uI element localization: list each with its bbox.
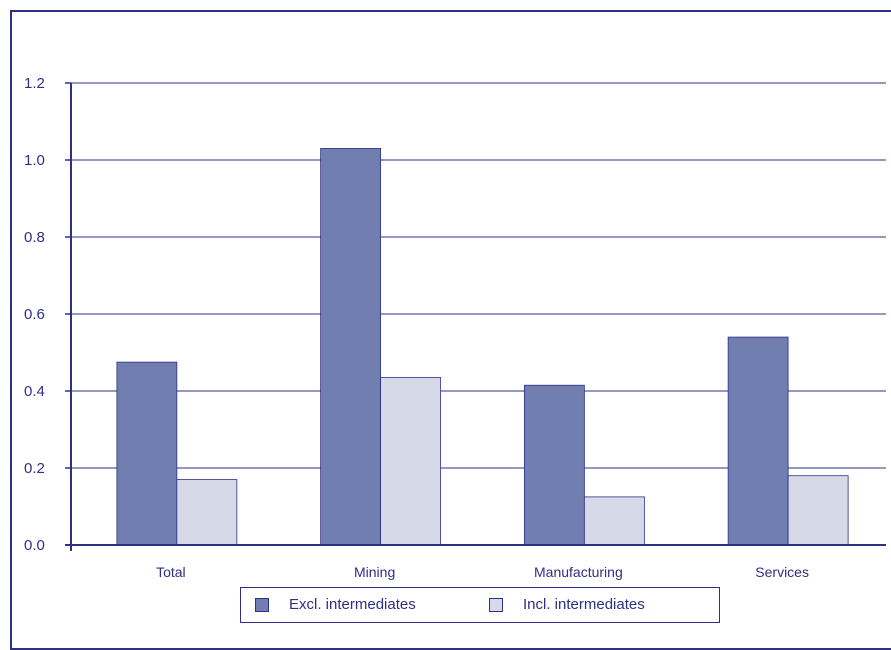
axes [65,83,886,551]
bars [116,148,849,546]
category-label: Mining [354,564,395,580]
bar-excl [320,148,382,546]
legend: Excl. intermediates Incl. intermediates [240,587,720,623]
y-tick-label: 0.4 [24,383,45,400]
legend-label-excl: Excl. intermediates [289,596,416,613]
bar-excl [523,384,585,546]
bar-incl [176,479,238,546]
y-tick-label: 0.6 [24,306,45,323]
y-tick-label: 1.0 [24,152,45,169]
category-labels: Total Mining Manufacturing Services [156,564,809,580]
legend-item-incl: Incl. intermediates [489,596,645,613]
y-tick-label: 0.2 [24,460,45,477]
legend-swatch-excl [255,597,269,612]
bar-excl [727,336,789,546]
bar-incl [583,496,645,546]
category-label: Total [156,564,186,580]
y-axis-ticks: 0.0 0.2 0.4 0.6 0.8 1.0 1.2 [24,75,71,554]
bar-incl [787,475,849,546]
category-label: Manufacturing [534,564,623,580]
legend-label-incl: Incl. intermediates [523,596,645,613]
bar-incl [380,377,442,546]
y-tick-label: 0.8 [24,229,45,246]
y-tick-label: 1.2 [24,75,45,92]
bar-excl [116,361,178,546]
legend-item-excl: Excl. intermediates [255,596,416,613]
category-label: Services [755,564,809,580]
legend-swatch-incl [489,597,503,612]
grid-lines [71,82,886,469]
y-tick-label: 0.0 [24,537,45,554]
bar-chart: 0.0 0.2 0.4 0.6 0.8 1.0 1.2 Total Mining Manufac… [24,75,886,580]
